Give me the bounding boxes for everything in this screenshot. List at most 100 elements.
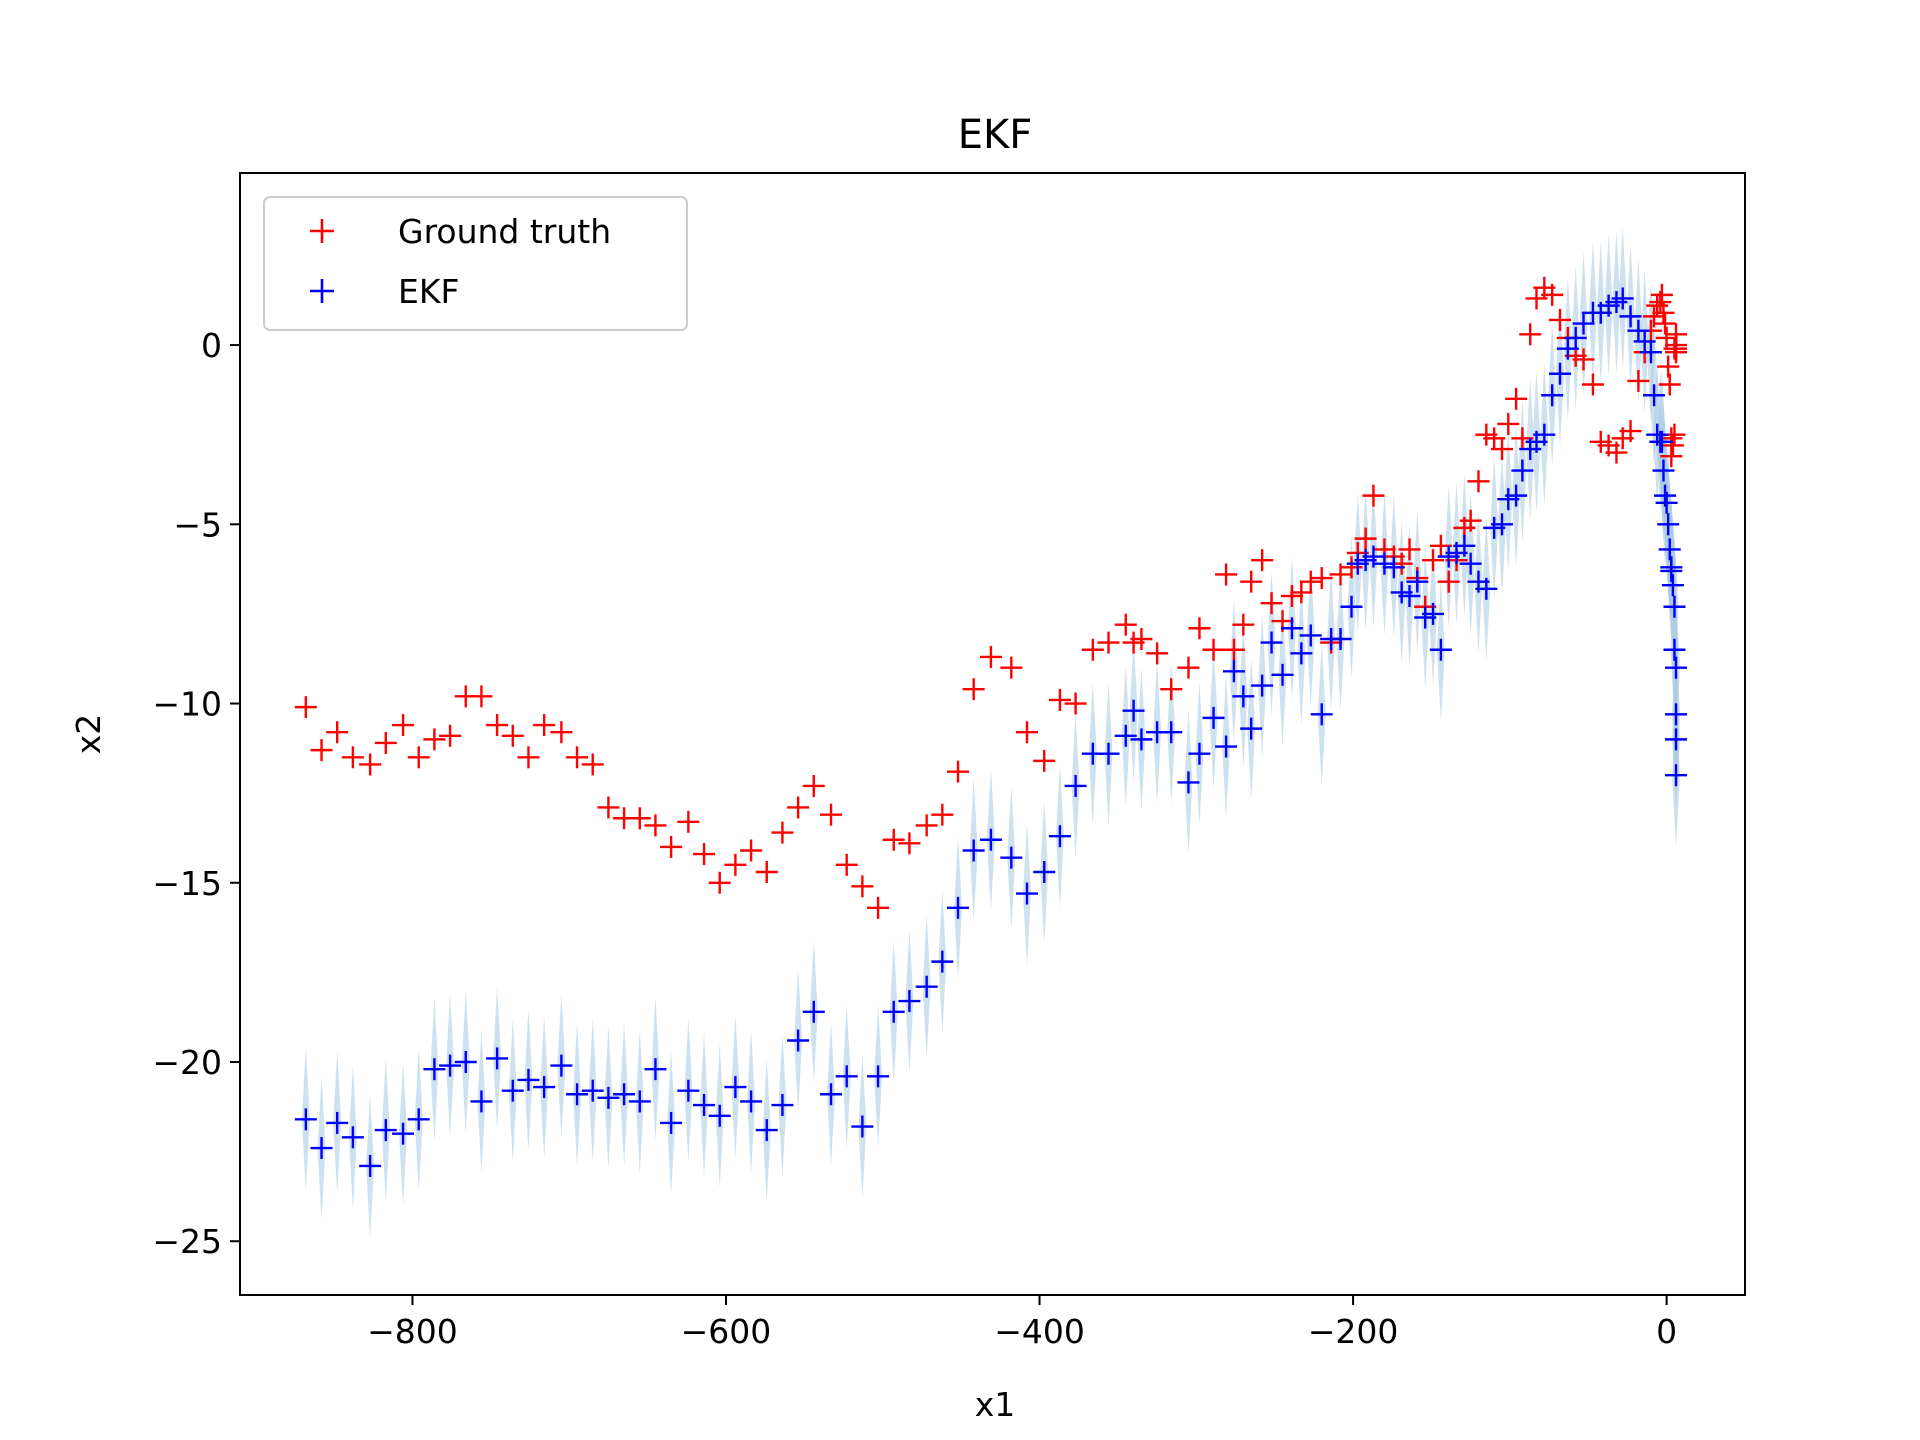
ground-truth-point bbox=[1362, 484, 1385, 507]
ekf-point bbox=[1160, 721, 1183, 744]
ekf-point bbox=[1097, 742, 1120, 765]
legend: Ground truth EKF bbox=[263, 196, 688, 331]
ground-truth-point bbox=[533, 714, 556, 737]
ekf-point bbox=[1048, 825, 1071, 848]
ground-truth-point bbox=[644, 814, 667, 837]
x-tick-label: −400 bbox=[994, 1312, 1085, 1351]
ekf-point bbox=[755, 1119, 778, 1142]
ground-truth-point bbox=[1280, 584, 1303, 607]
ground-truth-point bbox=[802, 774, 825, 797]
ekf-point bbox=[1665, 728, 1688, 751]
ground-truth-point bbox=[787, 796, 810, 819]
ekf-point bbox=[597, 1086, 620, 1109]
ground-truth-point bbox=[1146, 642, 1169, 665]
ekf-point bbox=[1114, 724, 1137, 747]
ekf-point bbox=[374, 1119, 397, 1142]
ground-truth-point bbox=[1215, 563, 1238, 586]
ground-truth-point bbox=[501, 724, 524, 747]
ground-truth-point bbox=[597, 796, 620, 819]
ground-truth-point bbox=[1572, 348, 1595, 371]
ekf-point bbox=[1329, 628, 1352, 651]
y-tick-label: −10 bbox=[152, 685, 222, 724]
ground-truth-point bbox=[1354, 527, 1377, 550]
ekf-point bbox=[867, 1065, 890, 1088]
ground-truth-point bbox=[835, 853, 858, 876]
ekf-point bbox=[979, 828, 1002, 851]
ekf-point bbox=[802, 1000, 825, 1023]
ground-truth-point bbox=[1177, 656, 1200, 679]
ekf-point bbox=[1663, 595, 1686, 618]
ekf-point bbox=[1240, 717, 1263, 740]
ekf-point bbox=[677, 1079, 700, 1102]
ground-truth-point bbox=[851, 875, 874, 898]
ground-truth-point bbox=[310, 739, 333, 762]
ekf-point bbox=[1657, 513, 1680, 536]
ekf-point bbox=[1665, 703, 1688, 726]
ground-truth-point bbox=[1240, 570, 1263, 593]
ekf-point bbox=[915, 975, 938, 998]
ekf-point bbox=[566, 1083, 589, 1106]
ekf-point bbox=[1655, 491, 1678, 514]
ekf-point bbox=[740, 1090, 763, 1113]
ground-truth-point bbox=[1497, 412, 1520, 435]
ground-truth-point bbox=[392, 714, 415, 737]
ground-truth-point bbox=[1657, 355, 1680, 378]
ground-truth-point bbox=[755, 861, 778, 884]
legend-entry-ground-truth: Ground truth bbox=[310, 212, 611, 251]
ground-truth-point bbox=[931, 803, 954, 826]
ground-truth-point bbox=[740, 839, 763, 862]
series-ground-truth bbox=[294, 276, 1688, 919]
ekf-point bbox=[1064, 774, 1087, 797]
ekf-point bbox=[1453, 534, 1476, 557]
ground-truth-point bbox=[1661, 434, 1684, 457]
ekf-point bbox=[1665, 764, 1688, 787]
ekf-point bbox=[1541, 384, 1564, 407]
ekf-point bbox=[1650, 430, 1673, 453]
ekf-point bbox=[1663, 638, 1686, 661]
ground-truth-point bbox=[1619, 420, 1642, 443]
ekf-point bbox=[1260, 631, 1283, 654]
ekf-point bbox=[1619, 305, 1642, 328]
ground-truth-point bbox=[1064, 692, 1087, 715]
ekf-point bbox=[1015, 882, 1038, 905]
ekf-point bbox=[1188, 742, 1211, 765]
ekf-point bbox=[326, 1111, 349, 1134]
ground-truth-point bbox=[294, 696, 317, 719]
legend-label-ground-truth: Ground truth bbox=[398, 212, 611, 251]
ground-truth-point bbox=[947, 760, 970, 783]
ekf-point bbox=[851, 1115, 874, 1138]
ekf-point bbox=[1422, 602, 1445, 625]
ground-truth-point bbox=[1260, 592, 1283, 615]
y-axis-label: x2 bbox=[69, 714, 108, 755]
ekf-point bbox=[1202, 706, 1225, 729]
ekf-point bbox=[1643, 384, 1666, 407]
ground-truth-point bbox=[1097, 631, 1120, 654]
ekf-point bbox=[1475, 577, 1498, 600]
ekf-point bbox=[1130, 728, 1153, 751]
ekf-point bbox=[882, 1000, 905, 1023]
ekf-point bbox=[644, 1058, 667, 1081]
ground-truth-point bbox=[1232, 613, 1255, 636]
ekf-point bbox=[708, 1104, 731, 1127]
ground-truth-point bbox=[326, 721, 349, 744]
ground-truth-point bbox=[1519, 323, 1542, 346]
ekf-point bbox=[1564, 326, 1587, 349]
ekf-point bbox=[581, 1079, 604, 1102]
ground-truth-point bbox=[1541, 283, 1564, 306]
ground-truth-point bbox=[1251, 549, 1274, 572]
ground-truth-point bbox=[660, 835, 683, 858]
x-axis-ticks: −800 −600 −400 −200 0 bbox=[367, 1295, 1677, 1351]
ekf-point bbox=[1658, 538, 1681, 561]
ekf-point bbox=[439, 1054, 462, 1077]
legend-entry-ekf: EKF bbox=[310, 272, 459, 311]
ground-truth-point bbox=[1033, 749, 1056, 772]
ground-truth-point bbox=[1188, 617, 1211, 640]
ekf-point bbox=[1232, 685, 1255, 708]
ground-truth-point bbox=[470, 685, 493, 708]
ekf-point bbox=[423, 1058, 446, 1081]
ground-truth-point bbox=[1130, 628, 1153, 651]
ekf-point bbox=[820, 1083, 843, 1106]
ekf-point bbox=[294, 1108, 317, 1131]
ground-truth-point bbox=[1081, 638, 1104, 661]
